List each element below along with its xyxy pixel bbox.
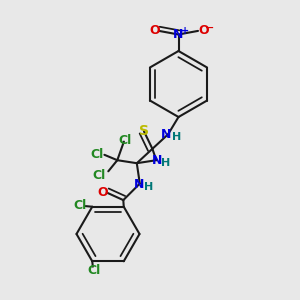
Text: Cl: Cl bbox=[87, 264, 101, 278]
Text: N: N bbox=[161, 128, 172, 141]
Text: N: N bbox=[152, 154, 162, 167]
Text: O: O bbox=[198, 24, 209, 38]
Text: O: O bbox=[149, 24, 160, 38]
Text: −: − bbox=[204, 23, 214, 33]
Text: H: H bbox=[144, 182, 153, 192]
Text: N: N bbox=[134, 178, 144, 191]
Text: H: H bbox=[172, 132, 182, 142]
Text: Cl: Cl bbox=[90, 148, 104, 161]
Text: S: S bbox=[139, 124, 149, 138]
Text: Cl: Cl bbox=[92, 169, 106, 182]
Text: H: H bbox=[161, 158, 170, 168]
Text: N: N bbox=[173, 28, 184, 41]
Text: Cl: Cl bbox=[74, 199, 87, 212]
Text: Cl: Cl bbox=[119, 134, 132, 147]
Text: O: O bbox=[97, 186, 108, 199]
Text: +: + bbox=[181, 26, 189, 37]
